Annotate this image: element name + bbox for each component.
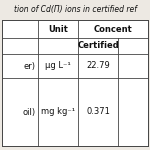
Text: Unit: Unit — [48, 24, 68, 33]
Text: Concent: Concent — [94, 24, 132, 33]
Text: oil): oil) — [23, 108, 36, 117]
Bar — [2, 20, 148, 146]
Text: er): er) — [24, 61, 36, 70]
Text: Certified: Certified — [77, 42, 119, 51]
Text: 22.79: 22.79 — [86, 61, 110, 70]
Text: tion of Cd(Π) ions in certified ref: tion of Cd(Π) ions in certified ref — [14, 5, 136, 14]
Text: μg L⁻¹: μg L⁻¹ — [45, 61, 71, 70]
Text: mg kg⁻¹: mg kg⁻¹ — [41, 108, 75, 117]
Text: 0.371: 0.371 — [86, 108, 110, 117]
